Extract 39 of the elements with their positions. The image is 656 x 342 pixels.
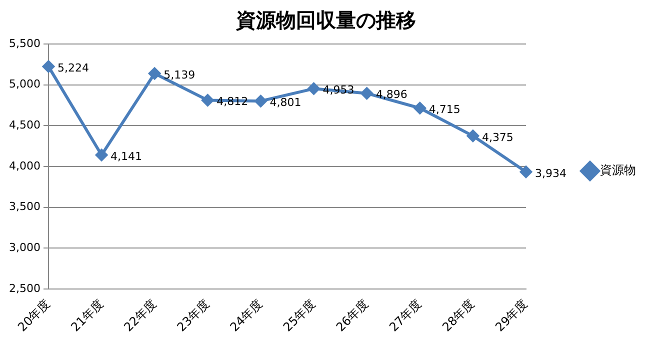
x-tick-label: 21年度 [68,296,106,334]
point [414,102,426,114]
data-label: 5,224 [57,61,89,74]
point [202,94,214,106]
x-tick-label: 28年度 [440,296,478,334]
x-tick-label: 24年度 [227,296,266,334]
point [148,67,161,80]
data-label: 4,812 [216,95,248,108]
point [96,149,108,162]
point [520,166,532,178]
x-tick-label: 26年度 [333,296,372,334]
legend-label: 資源物 [600,163,636,178]
point [308,82,320,95]
data-label: 4,715 [428,102,460,116]
point [360,87,373,100]
y-tick-label: 4,000 [8,159,40,172]
data-label: 4,896 [376,88,408,102]
chart-title: 資源物回収量の推移 [235,8,416,32]
data-label: 4,141 [110,150,142,163]
y-tick-label: 4,500 [8,118,40,132]
data-label: 4,953 [322,84,354,97]
x-tick-label: 22年度 [121,296,159,334]
y-tick-label: 5,000 [8,78,40,91]
x-tick-label: 20年度 [15,296,53,334]
y-tick-label: 3,500 [8,200,40,214]
x-tick-label: 23年度 [174,296,212,334]
point [42,60,54,73]
point [254,95,267,108]
x-tick-label: 25年度 [280,296,318,334]
data-label: 4,375 [482,130,514,144]
point [466,130,479,142]
data-label: 4,801 [270,96,302,109]
x-tick-label: 27年度 [386,296,424,334]
y-tick-label: 3,000 [8,241,40,254]
y-tick-label: 5,500 [8,36,40,50]
data-label: 5,139 [164,68,196,82]
data-label: 3,934 [535,166,566,180]
x-tick-label: 29年度 [492,296,530,334]
y-tick-label: 2,500 [8,282,40,295]
